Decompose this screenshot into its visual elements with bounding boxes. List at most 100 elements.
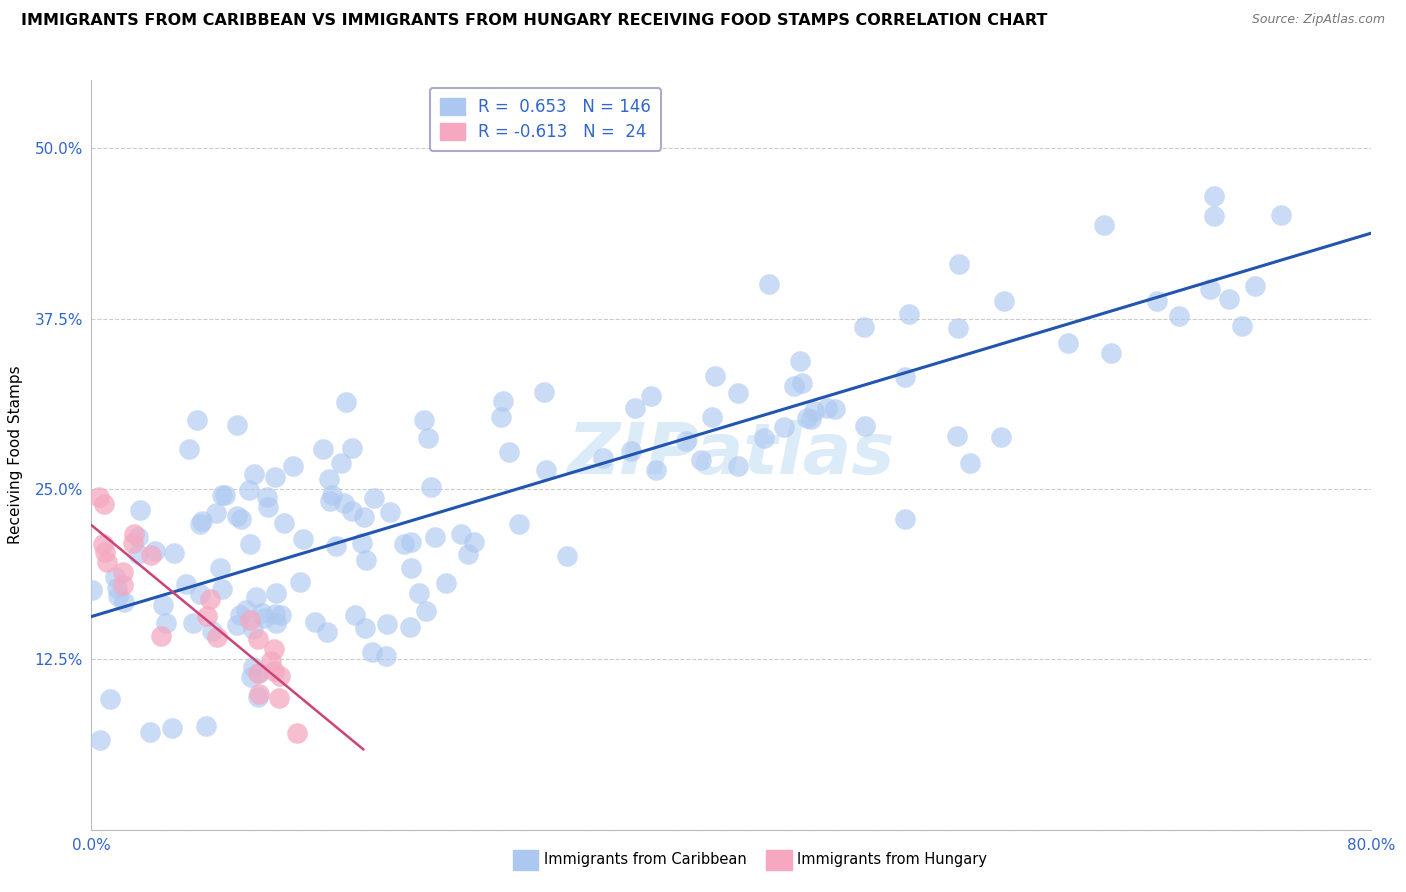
Point <box>246 666 269 681</box>
Point <box>401 535 423 549</box>
Point <box>1056 335 1078 350</box>
Point <box>181 615 204 630</box>
Point <box>105 581 128 595</box>
Point <box>263 665 285 679</box>
Point <box>188 586 211 600</box>
Point <box>620 444 643 458</box>
Point <box>315 624 337 639</box>
Point <box>815 401 838 415</box>
Point <box>239 670 262 684</box>
Point <box>350 536 373 550</box>
Point <box>256 500 278 515</box>
Point <box>269 669 291 683</box>
Point <box>253 611 276 625</box>
Point <box>256 490 278 504</box>
Point <box>894 370 917 384</box>
Point <box>796 411 818 425</box>
Point <box>143 544 166 558</box>
Point <box>592 450 614 465</box>
Point <box>247 632 270 646</box>
Point <box>174 577 197 591</box>
Point <box>211 488 233 502</box>
Y-axis label: Receiving Food Stamps: Receiving Food Stamps <box>8 366 24 544</box>
Point <box>1230 318 1253 333</box>
Point <box>853 419 876 434</box>
Point <box>162 721 184 735</box>
Point <box>491 394 513 409</box>
Text: Immigrants from Caribbean: Immigrants from Caribbean <box>544 853 747 867</box>
Point <box>242 660 264 674</box>
Point <box>342 504 364 518</box>
Point <box>207 630 229 644</box>
Text: IMMIGRANTS FROM CARIBBEAN VS IMMIGRANTS FROM HUNGARY RECEIVING FOOD STAMPS CORRE: IMMIGRANTS FROM CARIBBEAN VS IMMIGRANTS … <box>21 13 1047 29</box>
Point <box>1092 218 1115 232</box>
Point <box>288 574 311 589</box>
Point <box>264 586 287 600</box>
Point <box>450 527 472 541</box>
Point <box>269 690 291 705</box>
Point <box>1270 208 1292 222</box>
Point <box>245 590 267 604</box>
Point <box>152 598 174 612</box>
Text: ZIPatlas: ZIPatlas <box>568 420 894 490</box>
Point <box>727 386 749 401</box>
Point <box>353 510 375 524</box>
Legend: R =  0.653   N = 146, R = -0.613   N =  24: R = 0.653 N = 146, R = -0.613 N = 24 <box>430 87 661 151</box>
Point <box>1146 293 1168 308</box>
Point <box>247 665 270 680</box>
Point <box>463 534 485 549</box>
Point <box>790 376 813 390</box>
Point <box>754 431 776 445</box>
Point <box>824 401 846 416</box>
Point <box>623 401 645 415</box>
Point <box>727 458 749 473</box>
Point <box>188 517 211 532</box>
Point <box>335 395 357 409</box>
Text: Immigrants from Hungary: Immigrants from Hungary <box>797 853 987 867</box>
Point <box>1099 346 1122 360</box>
Point <box>239 537 262 551</box>
Point <box>1198 282 1220 296</box>
Point <box>419 480 441 494</box>
Point <box>128 503 150 517</box>
Point <box>354 622 377 636</box>
Point <box>408 586 430 600</box>
Point <box>377 617 399 632</box>
Point <box>149 629 172 643</box>
Point <box>852 319 875 334</box>
Point <box>704 368 727 383</box>
Point <box>264 607 287 621</box>
Point <box>360 645 382 659</box>
Point <box>291 532 314 546</box>
Point <box>415 604 437 618</box>
Point <box>1167 310 1189 324</box>
Point <box>948 257 970 271</box>
Point <box>204 506 226 520</box>
Point <box>640 389 662 403</box>
Point <box>122 536 145 550</box>
Point <box>264 470 287 484</box>
Point <box>412 413 434 427</box>
Point <box>1202 189 1225 203</box>
Point <box>229 608 252 623</box>
Point <box>273 516 295 530</box>
Point <box>209 560 232 574</box>
Point <box>112 566 135 580</box>
Point <box>675 434 697 449</box>
Point <box>772 420 794 434</box>
Point <box>112 595 135 609</box>
Point <box>281 459 304 474</box>
Point <box>94 545 117 559</box>
Point <box>959 456 981 470</box>
Point <box>758 277 780 291</box>
Point <box>399 620 422 634</box>
Point <box>363 491 385 505</box>
Point <box>645 463 668 477</box>
Point <box>344 607 367 622</box>
Point <box>946 429 969 443</box>
Point <box>354 553 377 567</box>
Point <box>325 539 347 553</box>
Point <box>214 488 236 502</box>
Point <box>138 724 160 739</box>
Point <box>107 589 129 603</box>
